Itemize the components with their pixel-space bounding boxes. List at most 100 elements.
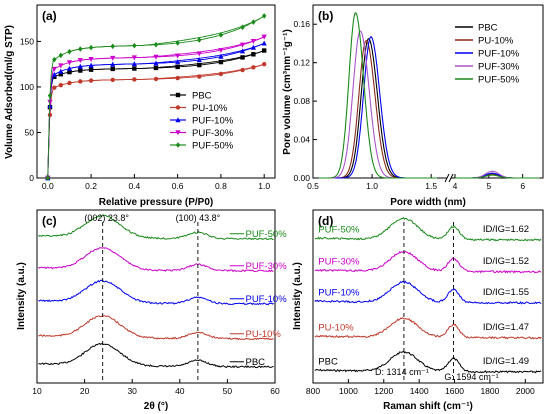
- panel-b-legend-label-4: PUF-50%: [478, 75, 520, 86]
- panel-d-annotation-1: G: 1594 cm⁻¹: [444, 372, 498, 382]
- panel-a-point-4-14: [251, 19, 256, 25]
- panel-a-point-3-15: [261, 34, 267, 40]
- panel-b-legend-label-0: PBC: [478, 23, 498, 34]
- panel-a-desorption-line-0: [69, 50, 265, 73]
- panel-a-desorption-line-2: [69, 42, 265, 69]
- panel-a-point-1-8: [132, 77, 137, 82]
- panel-a-point-3-7: [110, 55, 116, 61]
- panel-a-legend-label-1: PU-10%: [192, 103, 228, 114]
- panel-b-xtick-label-3: 4: [453, 181, 458, 191]
- panel-d-ylabel: Intensity (a.u.): [292, 262, 303, 330]
- panel-b-ytick-label-4: 0.16: [293, 19, 310, 29]
- panel-a-point-4-10: [175, 40, 180, 46]
- panel-a-legend-marker-2: [175, 117, 181, 123]
- panel-a-legend-label-2: PUF-10%: [192, 116, 234, 127]
- panel-c-label: (c): [42, 214, 57, 228]
- panel-b-xtick-label-4: 5: [486, 181, 491, 191]
- panel-c-line-2: [38, 279, 274, 306]
- panel-a-point-3-12: [218, 47, 224, 53]
- panel-a-point-1-10: [175, 75, 180, 81]
- panel-a-point-0-6: [88, 67, 94, 72]
- panel-a-desorption-line-3: [69, 36, 265, 63]
- panel-a-point-4-5: [78, 46, 83, 52]
- panel-c-line-1: [38, 315, 274, 341]
- panel-d-line-1: [314, 317, 542, 340]
- panel-b-line-seg1-4: [318, 12, 438, 179]
- panel-b-legend-label-3: PUF-30%: [478, 62, 520, 73]
- panel-a-point-4-9: [153, 41, 159, 48]
- panel-a-point-1-5: [78, 79, 83, 84]
- panel-b-ytick-label-3: 0.12: [293, 58, 310, 68]
- panel-d-ratio-label-1: ID/IG=1.47: [483, 322, 529, 333]
- panel-a-point-2-2: [51, 71, 57, 77]
- panel-c-xtick-label-0: 10: [32, 386, 42, 396]
- panel-a-point-1-4: [67, 80, 72, 86]
- panel-d-xtick-label-4: 1600: [445, 386, 464, 396]
- panel-a-point-4-8: [132, 42, 137, 49]
- panel-a-point-0-13: [240, 55, 245, 60]
- panel-a-point-1-9: [153, 76, 159, 82]
- panel-a-point-0-11: [197, 62, 202, 68]
- panel-a-point-4-11: [197, 37, 202, 43]
- panel-a-point-4-12: [218, 32, 224, 38]
- panel-d-xtick-label-2: 1200: [374, 386, 393, 396]
- panel-c-series-label-1: PU-10%: [245, 329, 281, 340]
- panel-b-xtick-label-2: 1.5: [425, 181, 437, 191]
- panel-a-legend-marker-1: [175, 105, 181, 110]
- panel-c-annotation-0: (002) 23.8°: [84, 213, 129, 223]
- panel-d-series-label-3: PUF-30%: [318, 256, 360, 267]
- panel-d-series-label-2: PUF-10%: [318, 287, 360, 298]
- panel-a-point-0-9: [153, 65, 159, 71]
- panel-a-xtick-label-4: 0.8: [215, 181, 227, 191]
- panel-a-point-3-11: [196, 51, 202, 57]
- panel-a-xtick-label-1: 0.2: [85, 181, 97, 191]
- panel-d-ratio-label-2: ID/IG=1.55: [483, 287, 529, 298]
- panel-c-line-0: [38, 342, 274, 369]
- panel-b-ytick-label-2: 0.08: [293, 96, 310, 106]
- panel-c-ylabel: Intensity (a.u.): [16, 262, 27, 330]
- panel-d-plot: 800 1000 1200 1400 1600 1800 2000 PBC ID/IG=1.49…: [306, 216, 542, 396]
- panel-a-point-4-13: [240, 24, 245, 31]
- panel-a-point-3-13: [239, 42, 246, 48]
- panel-d-line-3: [314, 250, 542, 274]
- panel-b-plot: 0.5 1.0 1.5 4 5 6 0.00 0.04 0.08 0.12 0.16 PBC PU-10…: [293, 12, 540, 191]
- panel-a-xlabel: Relative pressure (P/P0): [99, 197, 214, 208]
- panel-d-series-label-1: PU-10%: [318, 322, 354, 333]
- panel-d-line-0: [314, 350, 542, 374]
- panel-c-line-3: [38, 247, 274, 273]
- panel-d-series-label-0: PBC: [318, 356, 338, 367]
- panel-a-point-1-13: [240, 67, 245, 73]
- panel-a-legend-marker-0: [175, 92, 181, 98]
- panel-a-ytick-label-3: 150: [20, 36, 34, 46]
- panel-a-point-1-3: [58, 82, 63, 88]
- panel-a-point-0-10: [175, 64, 180, 70]
- panel-a-point-2-11: [196, 57, 202, 63]
- panel-c-xtick-label-1: 20: [80, 386, 90, 396]
- panel-a-point-3-9: [153, 54, 159, 60]
- panel-a-point-2-10: [175, 59, 181, 65]
- panel-a-point-3-3: [58, 63, 64, 69]
- panel-a-point-4-7: [110, 43, 115, 50]
- panel-d-xlabel: Raman shift (cm⁻¹): [383, 401, 473, 412]
- panel-d-label: (d): [318, 214, 333, 228]
- panel-a-ylabel: Volume Adsorbed(ml/g STP): [4, 25, 15, 159]
- panel-a-point-2-3: [58, 68, 64, 74]
- panel-a-ytick-label-1: 50: [25, 127, 35, 137]
- panel-d-frame: [312, 209, 544, 384]
- panel-a-desorption-line-1: [69, 63, 265, 84]
- panel-a-desorption-line-4: [69, 15, 265, 53]
- panel-a-point-2-14: [250, 44, 256, 50]
- panel-a-point-2-9: [153, 60, 159, 66]
- panel-a-point-1-7: [110, 77, 115, 83]
- panel-a-point-2-4: [66, 65, 73, 71]
- panel-c-series-label-3: PUF-30%: [245, 261, 287, 272]
- panel-a-point-4-4: [67, 48, 72, 55]
- panel-d-xtick-label-3: 1400: [410, 386, 429, 396]
- panel-b-axis-break-mask: [447, 174, 451, 182]
- panel-a-xtick-label-0: 0.0: [42, 181, 54, 191]
- panel-c-plot: 10 20 30 40 50 60 PBC PU-10% PUF-10% PUF-30% PUF-5…: [32, 213, 287, 396]
- panel-a-point-1-14: [251, 65, 256, 70]
- panel-d-xtick-label-1: 1000: [339, 386, 358, 396]
- panel-a-legend-label-4: PUF-50%: [192, 141, 234, 152]
